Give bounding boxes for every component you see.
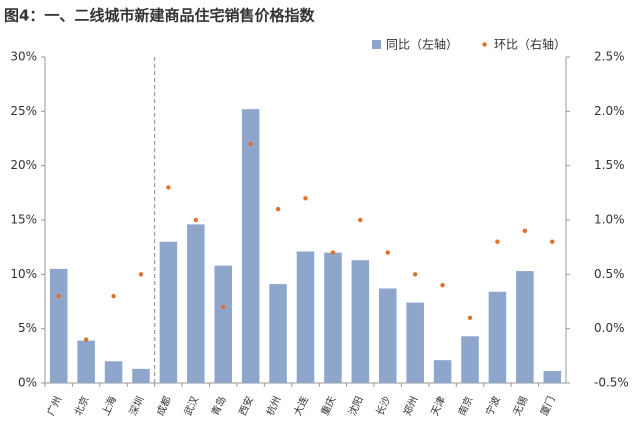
y2-tick-label: 1.5% (594, 158, 625, 172)
bar (406, 302, 424, 383)
y-tick-label: 10% (10, 267, 37, 281)
x-tick-label: 广州 (45, 394, 64, 417)
y2-tick-label: 2.0% (594, 104, 625, 118)
point (193, 217, 199, 223)
y2-tick-label: 1.0% (594, 213, 625, 227)
point (221, 304, 226, 310)
bar (543, 371, 562, 383)
point (467, 315, 473, 320)
legend-label: 同比（左轴） (386, 37, 458, 52)
bar (324, 252, 342, 383)
point (83, 337, 89, 342)
y2-tick-label: 0.5% (594, 267, 625, 281)
point (522, 228, 528, 234)
bar (296, 251, 315, 383)
bar (378, 288, 397, 383)
y-tick-label: 20% (10, 158, 37, 172)
point (495, 239, 500, 244)
bar (132, 368, 150, 383)
x-tick-label: 郑州 (400, 394, 420, 418)
x-tick-label: 天津 (429, 394, 448, 417)
point (138, 272, 144, 277)
bar (351, 260, 370, 383)
x-tick-label: 上海 (99, 394, 119, 418)
point (111, 293, 116, 299)
legend-label: 环比（右轴） (494, 37, 566, 52)
point (303, 196, 308, 201)
point (248, 141, 253, 147)
y-tick-label: 5% (18, 321, 37, 335)
bar (159, 241, 178, 383)
bar (461, 336, 479, 383)
x-tick-label: 成都 (155, 394, 174, 417)
x-tick-label: 西安 (236, 394, 256, 418)
chart-title: 图4：一、二线城市新建商品住宅销售价格指数 (4, 7, 315, 25)
bar (214, 265, 233, 383)
x-tick-label: 北京 (71, 394, 91, 418)
point (56, 293, 61, 299)
bar (433, 360, 452, 383)
bar (241, 109, 260, 383)
bar (77, 340, 95, 383)
y2-tick-label: -0.5% (594, 376, 629, 390)
bar (187, 224, 205, 383)
x-tick-label: 杭州 (263, 394, 283, 418)
y-tick-label: 15% (10, 213, 37, 227)
x-tick-label: 大连 (291, 394, 311, 418)
x-tick-label: 宁波 (483, 394, 503, 418)
x-tick-label: 武汉 (181, 394, 201, 418)
point (275, 206, 281, 212)
bar (49, 268, 68, 383)
x-tick-label: 南京 (455, 394, 475, 418)
x-tick-label: 厦门 (537, 394, 557, 418)
point (166, 185, 171, 190)
y-tick-label: 30% (10, 50, 37, 64)
y2-tick-label: 2.5% (594, 50, 625, 64)
x-tick-label: 深圳 (127, 394, 146, 417)
point (440, 283, 445, 288)
point (550, 239, 555, 244)
x-tick-label: 长沙 (374, 394, 393, 417)
point (385, 250, 390, 255)
point (330, 250, 336, 255)
x-tick-label: 无锡 (510, 394, 530, 418)
x-tick-label: 重庆 (318, 394, 338, 418)
y-tick-label: 0% (18, 376, 37, 390)
y-tick-label: 25% (10, 104, 37, 118)
x-tick-label: 青岛 (208, 394, 228, 418)
point (358, 217, 363, 223)
bar (269, 284, 287, 383)
bar (488, 291, 507, 383)
point (412, 272, 418, 277)
y2-tick-label: 0.0% (594, 321, 625, 335)
x-tick-label: 沈阳 (346, 394, 366, 418)
bar (104, 361, 123, 383)
legend-swatch (482, 42, 487, 47)
bar (516, 271, 534, 383)
legend-swatch (372, 40, 381, 49)
